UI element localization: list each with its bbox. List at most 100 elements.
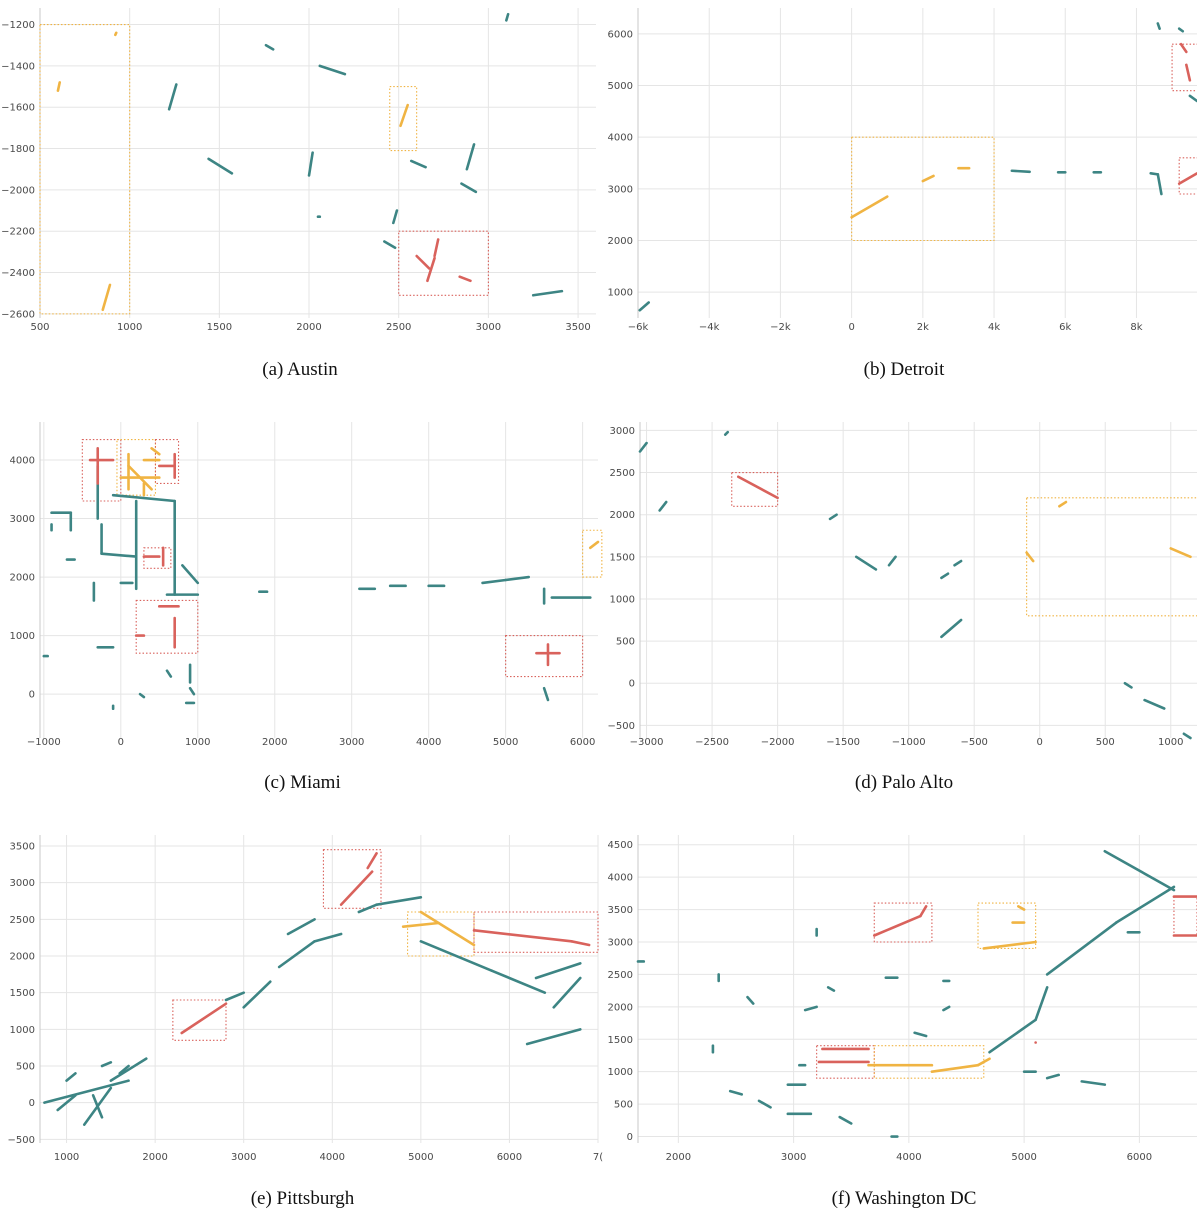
orange-region-box (977, 902, 1037, 950)
teal-lane-segment (1123, 681, 1133, 689)
y-tick-label: 3000 (10, 878, 35, 889)
teal-lane-segment (138, 692, 146, 699)
orange-lane-segment (1169, 547, 1192, 559)
x-tick-label: 0 (848, 322, 854, 333)
x-tick-label: −2500 (695, 737, 729, 748)
y-tick-label: 1000 (10, 1025, 35, 1036)
x-tick-label: 2000 (142, 1152, 167, 1163)
x-tick-label: 7( (593, 1152, 603, 1163)
x-tick-label: −2000 (761, 737, 795, 748)
teal-lane-segment (803, 1005, 818, 1012)
x-tick-label: 4000 (896, 1152, 921, 1163)
red-region-box (473, 911, 599, 953)
orange-lane-segment (976, 1057, 991, 1067)
y-tick-label: 500 (616, 637, 635, 648)
red-region-box (135, 599, 199, 654)
teal-lane-segment (188, 686, 196, 696)
panel-miami: −1000 0 1000 2000 3000 4000 5000 6000 0 1000 2000 3… (0, 410, 603, 810)
y-tick-label: 1500 (608, 1035, 633, 1046)
x-tick-label: 6k (1059, 322, 1071, 333)
caption-detroit: (b) Detroit (863, 359, 945, 380)
orange-lane-segment (150, 447, 161, 456)
x-tick-label: 3000 (231, 1152, 256, 1163)
chart-miami: −1000 0 1000 2000 3000 4000 5000 6000 0 1000 2000 3… (10, 422, 603, 748)
teal-lane-segment (409, 159, 427, 169)
teal-lane-segment (181, 564, 200, 585)
red-lane-segment (339, 870, 374, 906)
caption-miami: (c) Miami (264, 772, 341, 793)
teal-lane-segment (264, 43, 275, 51)
red-region-box (873, 902, 933, 943)
teal-lane-segment (1034, 986, 1049, 1022)
y-tick-label: −500 (8, 1135, 35, 1146)
caption-austin: (a) Austin (262, 359, 338, 380)
teal-lane-segment (313, 932, 343, 943)
red-lane-segment (1179, 42, 1188, 54)
teal-lane-segment (1010, 169, 1031, 174)
y-tick-label: 1500 (610, 552, 635, 563)
panel-palo-alto: −3000 −2500 −2000 −1500 −1000 −500 0 500 1000 300… (600, 410, 1197, 810)
y-tick-label: 4000 (608, 133, 633, 144)
teal-lane-segment (307, 151, 314, 177)
teal-lane-segment (534, 962, 582, 980)
y-tick-label: 500 (614, 1100, 633, 1111)
y-tick-label: 2000 (608, 236, 633, 247)
red-lane-segment (472, 929, 573, 943)
orange-region-box (39, 23, 131, 315)
y-tick-label: 0 (29, 690, 35, 701)
teal-lane-segment (838, 1115, 853, 1125)
x-tick-label: 6000 (570, 737, 595, 748)
x-tick-label: −2k (770, 322, 791, 333)
y-tick-label: 1000 (10, 631, 35, 642)
teal-lane-segment (167, 83, 178, 111)
teal-lane-segment (1115, 885, 1176, 924)
teal-lane-segment (118, 1064, 130, 1075)
orange-lane-segment (921, 174, 935, 183)
y-tick-label: 1000 (608, 1067, 633, 1078)
x-tick-label: 4k (988, 322, 1000, 333)
x-tick-label: 3000 (476, 322, 501, 333)
teal-lane-segment (383, 240, 397, 250)
y-tick-label: 6000 (608, 29, 633, 40)
y-tick-label: −2200 (1, 227, 35, 238)
x-tick-label: 2000 (666, 1152, 691, 1163)
teal-lane-segment (1045, 1073, 1060, 1080)
x-tick-label: 6000 (1127, 1152, 1152, 1163)
teal-lane-segment (638, 301, 650, 312)
y-tick-label: 5000 (608, 81, 633, 92)
orange-lane-segment (1025, 551, 1035, 563)
teal-lane-segment (111, 493, 176, 503)
red-lane-segment (180, 1002, 228, 1035)
x-tick-label: 6000 (497, 1152, 522, 1163)
red-lane-segment (736, 475, 779, 500)
y-tick-label: −1400 (1, 61, 35, 72)
caption-washington-dc: (f) Washington DC (831, 1188, 977, 1209)
red-region-box (816, 1045, 875, 1079)
orange-lane-segment (1017, 905, 1026, 911)
y-tick-label: −2600 (1, 309, 35, 320)
teal-lane-segment (375, 896, 423, 906)
y-tick-label: 3000 (608, 937, 633, 948)
teal-lane-segment (109, 1057, 148, 1082)
orange-region-box (407, 911, 475, 957)
teal-lane-segment (988, 1018, 1037, 1054)
red-lane-segment (570, 940, 591, 947)
panel-pittsburgh: 1000 2000 3000 4000 5000 6000 7(3500 3000 2500 20… (0, 825, 603, 1214)
teal-lane-segment (887, 555, 897, 567)
chart-austin: 500 1000 1500 2000 2500 3000 3500 −1200 −1400 −16… (1, 8, 596, 333)
x-tick-label: 2500 (386, 322, 411, 333)
teal-lane-segment (531, 289, 564, 297)
orange-lane-segment (1058, 500, 1068, 508)
teal-lane-segment (1045, 921, 1118, 976)
teal-lane-segment (318, 64, 347, 76)
teal-lane-segment (490, 969, 547, 994)
chart-detroit: −6k −4k −2k 0 2k 4k 6k 8k 1000 2000 3000 4000 5000 60… (608, 8, 1197, 333)
teal-lane-segment (91, 1094, 104, 1119)
chart-pittsburgh: 1000 2000 3000 4000 5000 6000 7(35003000250020… (8, 835, 603, 1163)
teal-lane-segment (854, 555, 878, 571)
y-tick-label: 3000 (608, 184, 633, 195)
x-tick-label: −3000 (630, 737, 664, 748)
panel-austin: 500 1000 1500 2000 2500 3000 3500 −1200 −1400 −16… (0, 0, 600, 400)
x-tick-label: 5000 (1011, 1152, 1036, 1163)
x-tick-label: 2000 (296, 322, 321, 333)
